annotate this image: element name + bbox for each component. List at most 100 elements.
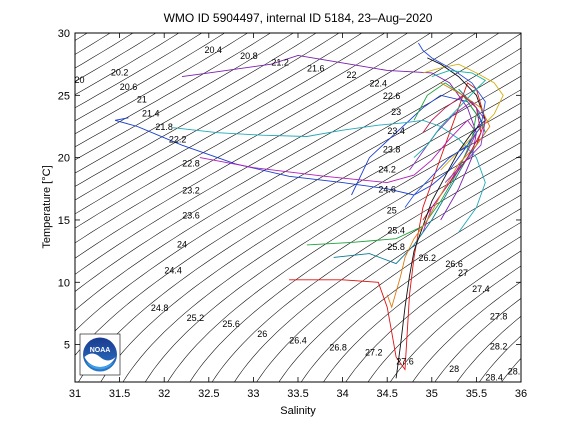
isopycnal-line [122,102,521,382]
density-label: 21.2 [271,57,289,67]
density-label: 23 [391,107,401,117]
density-label: 21.4 [142,108,160,118]
profile-line [404,42,486,208]
isopycnal-line [75,33,363,201]
y-tick-label: 15 [58,215,70,227]
density-label: 20 [74,75,84,85]
isopycnal-line [456,315,521,382]
density-label: 20.8 [240,51,258,61]
density-label: 22.8 [182,158,200,168]
isopycnal-line [167,129,521,382]
x-tick-label: 34 [336,388,348,400]
density-label: 26.8 [329,343,347,353]
density-label: 23.6 [182,211,200,221]
isopycnal-line [211,155,521,382]
isopycnal-line [100,89,521,382]
isopycnal-line [75,33,226,122]
isopycnal-line [75,33,500,292]
y-axis-label: Temperature [°C] [41,165,53,248]
density-label: 27 [458,268,468,278]
x-axis-ticks: 31 31.5 32 32.5 33 33.5 34 34.5 35 35.5 36 [69,33,527,400]
density-label: 25.6 [222,319,240,329]
isopycnal-line [75,33,180,95]
isopycnal-line [189,142,521,382]
density-label: 24.4 [164,265,182,275]
profile-line [181,54,477,221]
density-label: 23.2 [182,186,200,196]
x-tick-label: 34.5 [376,388,397,400]
isopycnal-line [75,33,249,135]
isopycnal-line [75,33,271,148]
noaa-logo-sea [86,362,114,370]
isopycnal-line [75,33,386,215]
profile-line [386,82,491,309]
density-contour-labels: 20 20.2 20.4 20.6 20.8 21 21.2 21.4 21.6 21.8 22 22… [74,45,526,383]
profile-line [333,88,486,265]
y-tick-label: 25 [58,90,70,102]
profile-line [173,119,486,233]
isopycnal-line [75,33,203,109]
density-label: 22 [346,70,356,80]
profile-line [413,69,487,158]
isopycnal-line [278,194,521,382]
y-tick-label: 20 [58,153,70,165]
isopycnal-line [323,221,521,382]
density-label: 24 [177,239,187,249]
isopycnal-line [234,168,521,382]
x-tick-label: 31.5 [109,388,130,400]
y-axis-ticks: 5 10 15 20 25 30 [58,28,521,352]
noaa-logo-wave [84,353,116,368]
profile-line [395,57,486,379]
density-label: 21.6 [307,63,325,73]
density-label: 21 [137,95,147,105]
isopycnal-line [412,281,521,382]
isopycnal-line [389,265,521,382]
chart-title: WMO ID 5904497, internal ID 5184, 23–Aug… [164,11,433,25]
x-axis-label: Salinity [280,405,316,417]
density-label: 27.8 [490,312,508,322]
density-label: 24.6 [378,184,396,194]
isopycnal-line [75,47,521,332]
isopycnal-line [75,33,409,229]
isopycnal-line [75,33,294,161]
x-tick-label: 36 [515,388,527,400]
x-tick-label: 31 [69,388,81,400]
isopycnal-line [75,33,431,244]
density-label: 25.4 [387,226,405,236]
density-label: 23.8 [383,145,401,155]
density-label: 20.4 [205,45,223,55]
isopycnal-line [434,298,521,382]
density-label: 23.4 [387,126,405,136]
isopycnal-line [144,115,521,382]
isopycnal-line [345,236,521,382]
x-tick-label: 32 [158,388,170,400]
density-label: 27.4 [472,284,490,294]
density-label: 25.8 [387,242,405,252]
isopycnal-line [75,33,477,275]
noaa-logo: NOAA [79,333,121,376]
density-label: 20.2 [111,67,129,77]
profile-line [114,94,482,196]
profile-series [114,42,504,379]
density-label: 25 [387,206,397,216]
density-label: 28.6 [508,366,526,376]
density-label: 20.6 [120,82,138,92]
y-tick-label: 5 [64,340,70,352]
isopycnal-line [300,208,521,382]
profile-line [422,94,482,183]
density-label: 22.4 [370,78,388,88]
density-label: 28 [449,364,459,374]
density-label: 26.2 [419,253,437,263]
density-label: 28.4 [485,373,503,383]
isopycnal-line [75,33,157,82]
x-tick-label: 35 [426,388,438,400]
density-label: 24.2 [378,164,396,174]
density-label: 28.2 [490,341,508,351]
isopycnal-line [75,33,317,174]
x-tick-label: 33 [247,388,259,400]
density-label: 26.4 [289,335,307,345]
density-label: 22.6 [383,91,401,101]
profile-line [306,82,477,246]
